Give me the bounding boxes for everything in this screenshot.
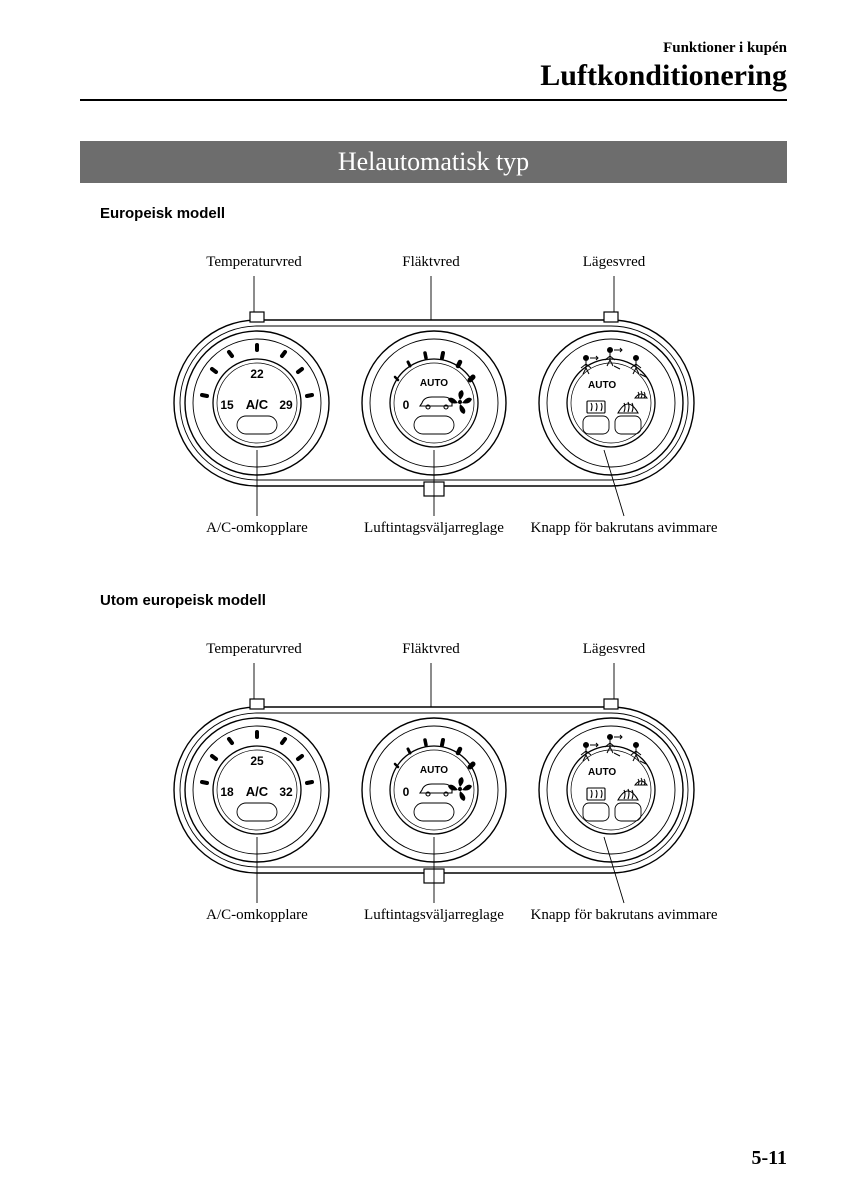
fan-auto: AUTO (419, 378, 447, 389)
subheading-eu: Europeisk modell (100, 205, 787, 222)
subheading-non-eu: Utom europeisk modell (100, 592, 787, 609)
callout-bot-2: Luftintagsväljarreglage (364, 520, 504, 536)
temp2-high: 32 (279, 785, 293, 799)
temp2-low: 18 (220, 785, 234, 799)
callout-top-3: Lägesvred (582, 254, 645, 270)
ac2-label: A/C (245, 784, 268, 799)
callout2-top-2: Fläktvred (402, 641, 460, 657)
callout-top-1: Temperaturvred (206, 254, 302, 270)
fan2-auto: AUTO (419, 765, 447, 776)
figure-eu: Temperaturvred Fläktvred Lägesvred (134, 250, 734, 540)
fan2-zero: 0 (402, 785, 409, 799)
mode-dial: AUTO (539, 331, 683, 475)
callout-top-2: Fläktvred (402, 254, 460, 270)
mode-auto: AUTO (588, 380, 616, 391)
callout-bot-3: Knapp för bakrutans avimmare (530, 520, 717, 536)
callout2-top-3: Lägesvred (582, 641, 645, 657)
callout-bot-1: A/C-omkopplare (206, 520, 308, 536)
header-title: Luftkonditionering (80, 59, 787, 93)
callout2-bot-2: Luftintagsväljarreglage (364, 907, 504, 923)
mode2-auto: AUTO (588, 767, 616, 778)
temp-high: 29 (279, 398, 293, 412)
callout2-top-1: Temperaturvred (206, 641, 302, 657)
mode-dial-2: AUTO (539, 718, 683, 862)
page-number: 5-11 (751, 1147, 787, 1170)
temp-low: 15 (220, 398, 234, 412)
ac-label: A/C (245, 397, 268, 412)
callout2-bot-3: Knapp för bakrutans avimmare (530, 907, 717, 923)
temp2-mid: 25 (250, 754, 264, 768)
callout2-bot-1: A/C-omkopplare (206, 907, 308, 923)
section-band: Helautomatisk typ (80, 141, 787, 183)
header-category: Funktioner i kupén (80, 40, 787, 57)
figure-non-eu: Temperaturvred Fläktvred Lägesvred (134, 637, 734, 927)
fan-zero: 0 (402, 398, 409, 412)
page-header: Funktioner i kupén Luftkonditionering (80, 40, 787, 101)
temp-mid: 22 (250, 367, 264, 381)
